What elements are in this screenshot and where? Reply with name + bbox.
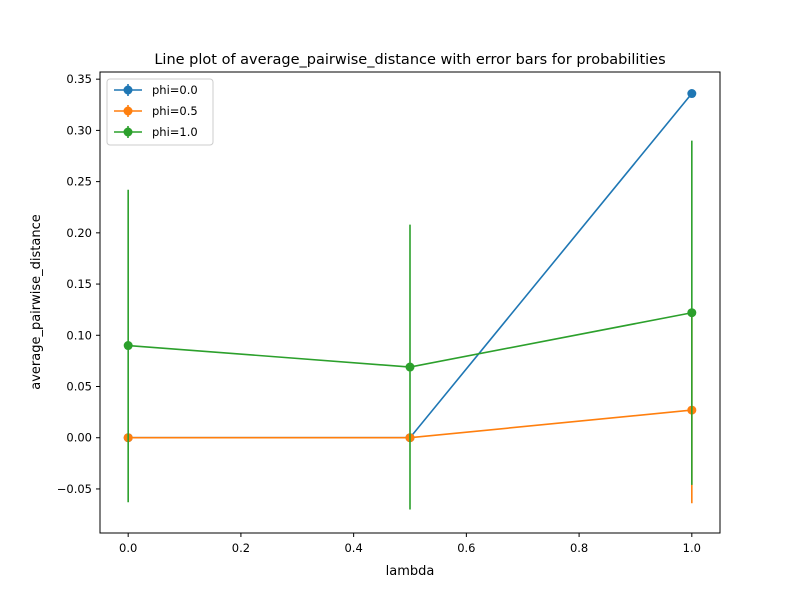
legend-box [106, 78, 214, 146]
x-axis-ticks: 0.0 0.2 0.4 0.6 0.8 1.0 [119, 533, 701, 555]
data-point [123, 341, 133, 351]
x-tick-label: 0.2 [232, 541, 250, 555]
y-tick-label: 0.20 [66, 226, 92, 240]
legend-marker [123, 106, 133, 116]
legend-marker [123, 127, 133, 137]
y-tick-label: 0.00 [66, 431, 92, 445]
legend: phi=0.0 phi=0.5 phi=1.0 [106, 78, 214, 146]
x-tick-label: 0.6 [457, 541, 475, 555]
legend-label: phi=0.5 [152, 104, 198, 118]
y-tick-label: 0.15 [66, 277, 92, 291]
y-tick-label: 0.30 [66, 123, 92, 137]
y-tick-label: 0.05 [66, 380, 92, 394]
legend-label: phi=1.0 [152, 125, 198, 139]
chart-title: Line plot of average_pairwise_distance w… [154, 52, 665, 68]
y-tick-label: 0.35 [66, 72, 92, 86]
series-2 [123, 140, 697, 510]
legend-label: phi=0.0 [152, 83, 198, 97]
x-tick-label: 0.4 [344, 541, 362, 555]
data-point [687, 89, 697, 99]
y-tick-label: 0.10 [66, 328, 92, 342]
x-axis-label: lambda [386, 564, 435, 579]
y-tick-label: −0.05 [57, 482, 92, 496]
x-tick-label: 0.8 [570, 541, 588, 555]
y-axis-label: average_pairwise_distance [29, 214, 44, 390]
plot-frame [99, 71, 721, 534]
series-layer [123, 89, 697, 510]
data-point [687, 308, 697, 318]
legend-marker [123, 85, 133, 95]
x-tick-label: 1.0 [683, 541, 701, 555]
y-tick-label: 0.25 [66, 175, 92, 189]
x-tick-label: 0.0 [119, 541, 137, 555]
y-axis-ticks: −0.05 0.00 0.05 0.10 0.15 0.20 0.25 0.30 0.35 [57, 72, 100, 496]
data-point [405, 362, 415, 372]
